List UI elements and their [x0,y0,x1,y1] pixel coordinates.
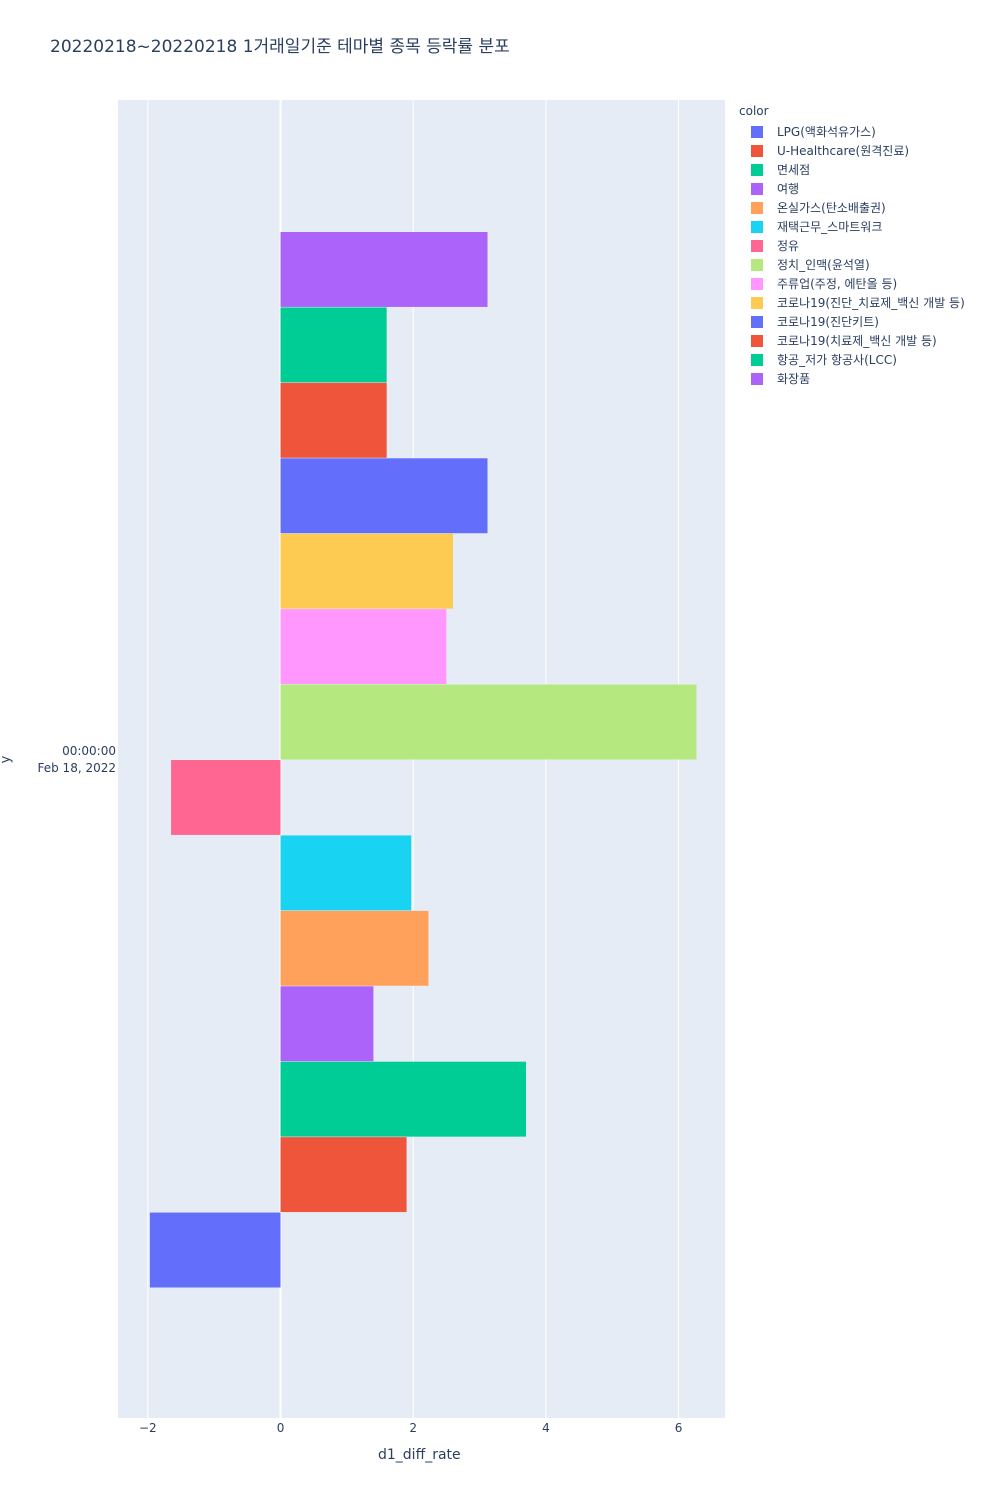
legend-swatch [751,277,763,290]
legend-swatch [751,258,763,271]
x-axis-title: d1_diff_rate [378,1447,461,1463]
bar [280,458,488,534]
legend-swatch [751,315,763,328]
bar [171,760,281,835]
bar [280,232,488,307]
bars [149,232,697,1288]
legend-item[interactable]: 코로나19(진단키트) [751,312,965,331]
x-tick-label: 6 [675,1421,683,1435]
bar [280,1137,407,1213]
legend-label: 온실가스(탄소배출권) [777,201,886,215]
legend-swatch [751,201,763,214]
legend-label: 코로나19(치료제_백신 개발 등) [777,334,937,348]
bar [280,1061,526,1137]
legend-item[interactable]: 항공_저가 항공사(LCC) [751,350,965,369]
bar [280,533,454,609]
legend-item[interactable]: 화장품 [751,369,965,388]
bar [280,307,387,383]
legend-item[interactable]: U-Healthcare(원격진료) [751,141,965,160]
legend-swatch [751,125,763,138]
legend-label: 코로나19(진단_치료제_백신 개발 등) [777,296,965,310]
legend-swatch [751,296,763,309]
y-tick-label-time: 00:00:00 [62,744,116,758]
legend-label: 항공_저가 항공사(LCC) [777,353,897,367]
x-tick-labels: −2 0 2 4 6 [139,1421,682,1435]
legend-swatch [751,144,763,157]
legend-swatch [751,353,763,366]
legend-item[interactable]: 코로나19(진단_치료제_백신 개발 등) [751,293,965,312]
legend-item[interactable]: 면세점 [751,160,965,179]
legend-label: 정치_인맥(윤석열) [777,258,870,272]
legend-label: U-Healthcare(원격진료) [777,144,910,158]
x-tick-label: −2 [139,1421,157,1435]
legend-swatch [751,182,763,195]
legend-label: LPG(액화석유가스) [777,125,876,139]
legend-item[interactable]: LPG(액화석유가스) [751,122,965,141]
legend-swatch [751,372,763,385]
legend-label: 화장품 [777,372,811,386]
legend-label: 면세점 [777,163,811,177]
legend-swatch [751,239,763,252]
bar [280,684,697,760]
x-tick-label: 0 [277,1421,285,1435]
legend-label: 코로나19(진단키트) [777,315,879,329]
legend-item[interactable]: 코로나19(치료제_백신 개발 등) [751,331,965,350]
x-tick-label: 2 [409,1421,417,1435]
bar [280,609,447,685]
legend-item[interactable]: 정유 [751,236,965,255]
bar [149,1212,281,1288]
legend-label: 정유 [777,239,800,253]
bar [280,382,387,458]
legend-label: 재택근무_스마트워크 [777,220,883,234]
y-axis-title: y [0,756,13,764]
legend-swatch [751,220,763,233]
x-tick-label: 4 [542,1421,550,1435]
bar [280,910,429,986]
legend-item[interactable]: 여행 [751,179,965,198]
legend-item[interactable]: 재택근무_스마트워크 [751,217,965,236]
legend-swatch [751,334,763,347]
legend-label: 여행 [777,182,800,196]
legend-title: color [739,104,769,118]
legend-item[interactable]: 온실가스(탄소배출권) [751,198,965,217]
y-tick-label-date: Feb 18, 2022 [37,761,117,775]
legend-item[interactable]: 정치_인맥(윤석열) [751,255,965,274]
chart-title: 20220218~20220218 1거래일기준 테마별 종목 등락률 분포 [50,37,510,57]
legend-label: 주류업(주정, 에탄올 등) [777,277,898,291]
legend-item[interactable]: 주류업(주정, 에탄올 등) [751,274,965,293]
bar [280,986,374,1062]
legend-swatch [751,163,763,176]
bar [280,835,412,911]
